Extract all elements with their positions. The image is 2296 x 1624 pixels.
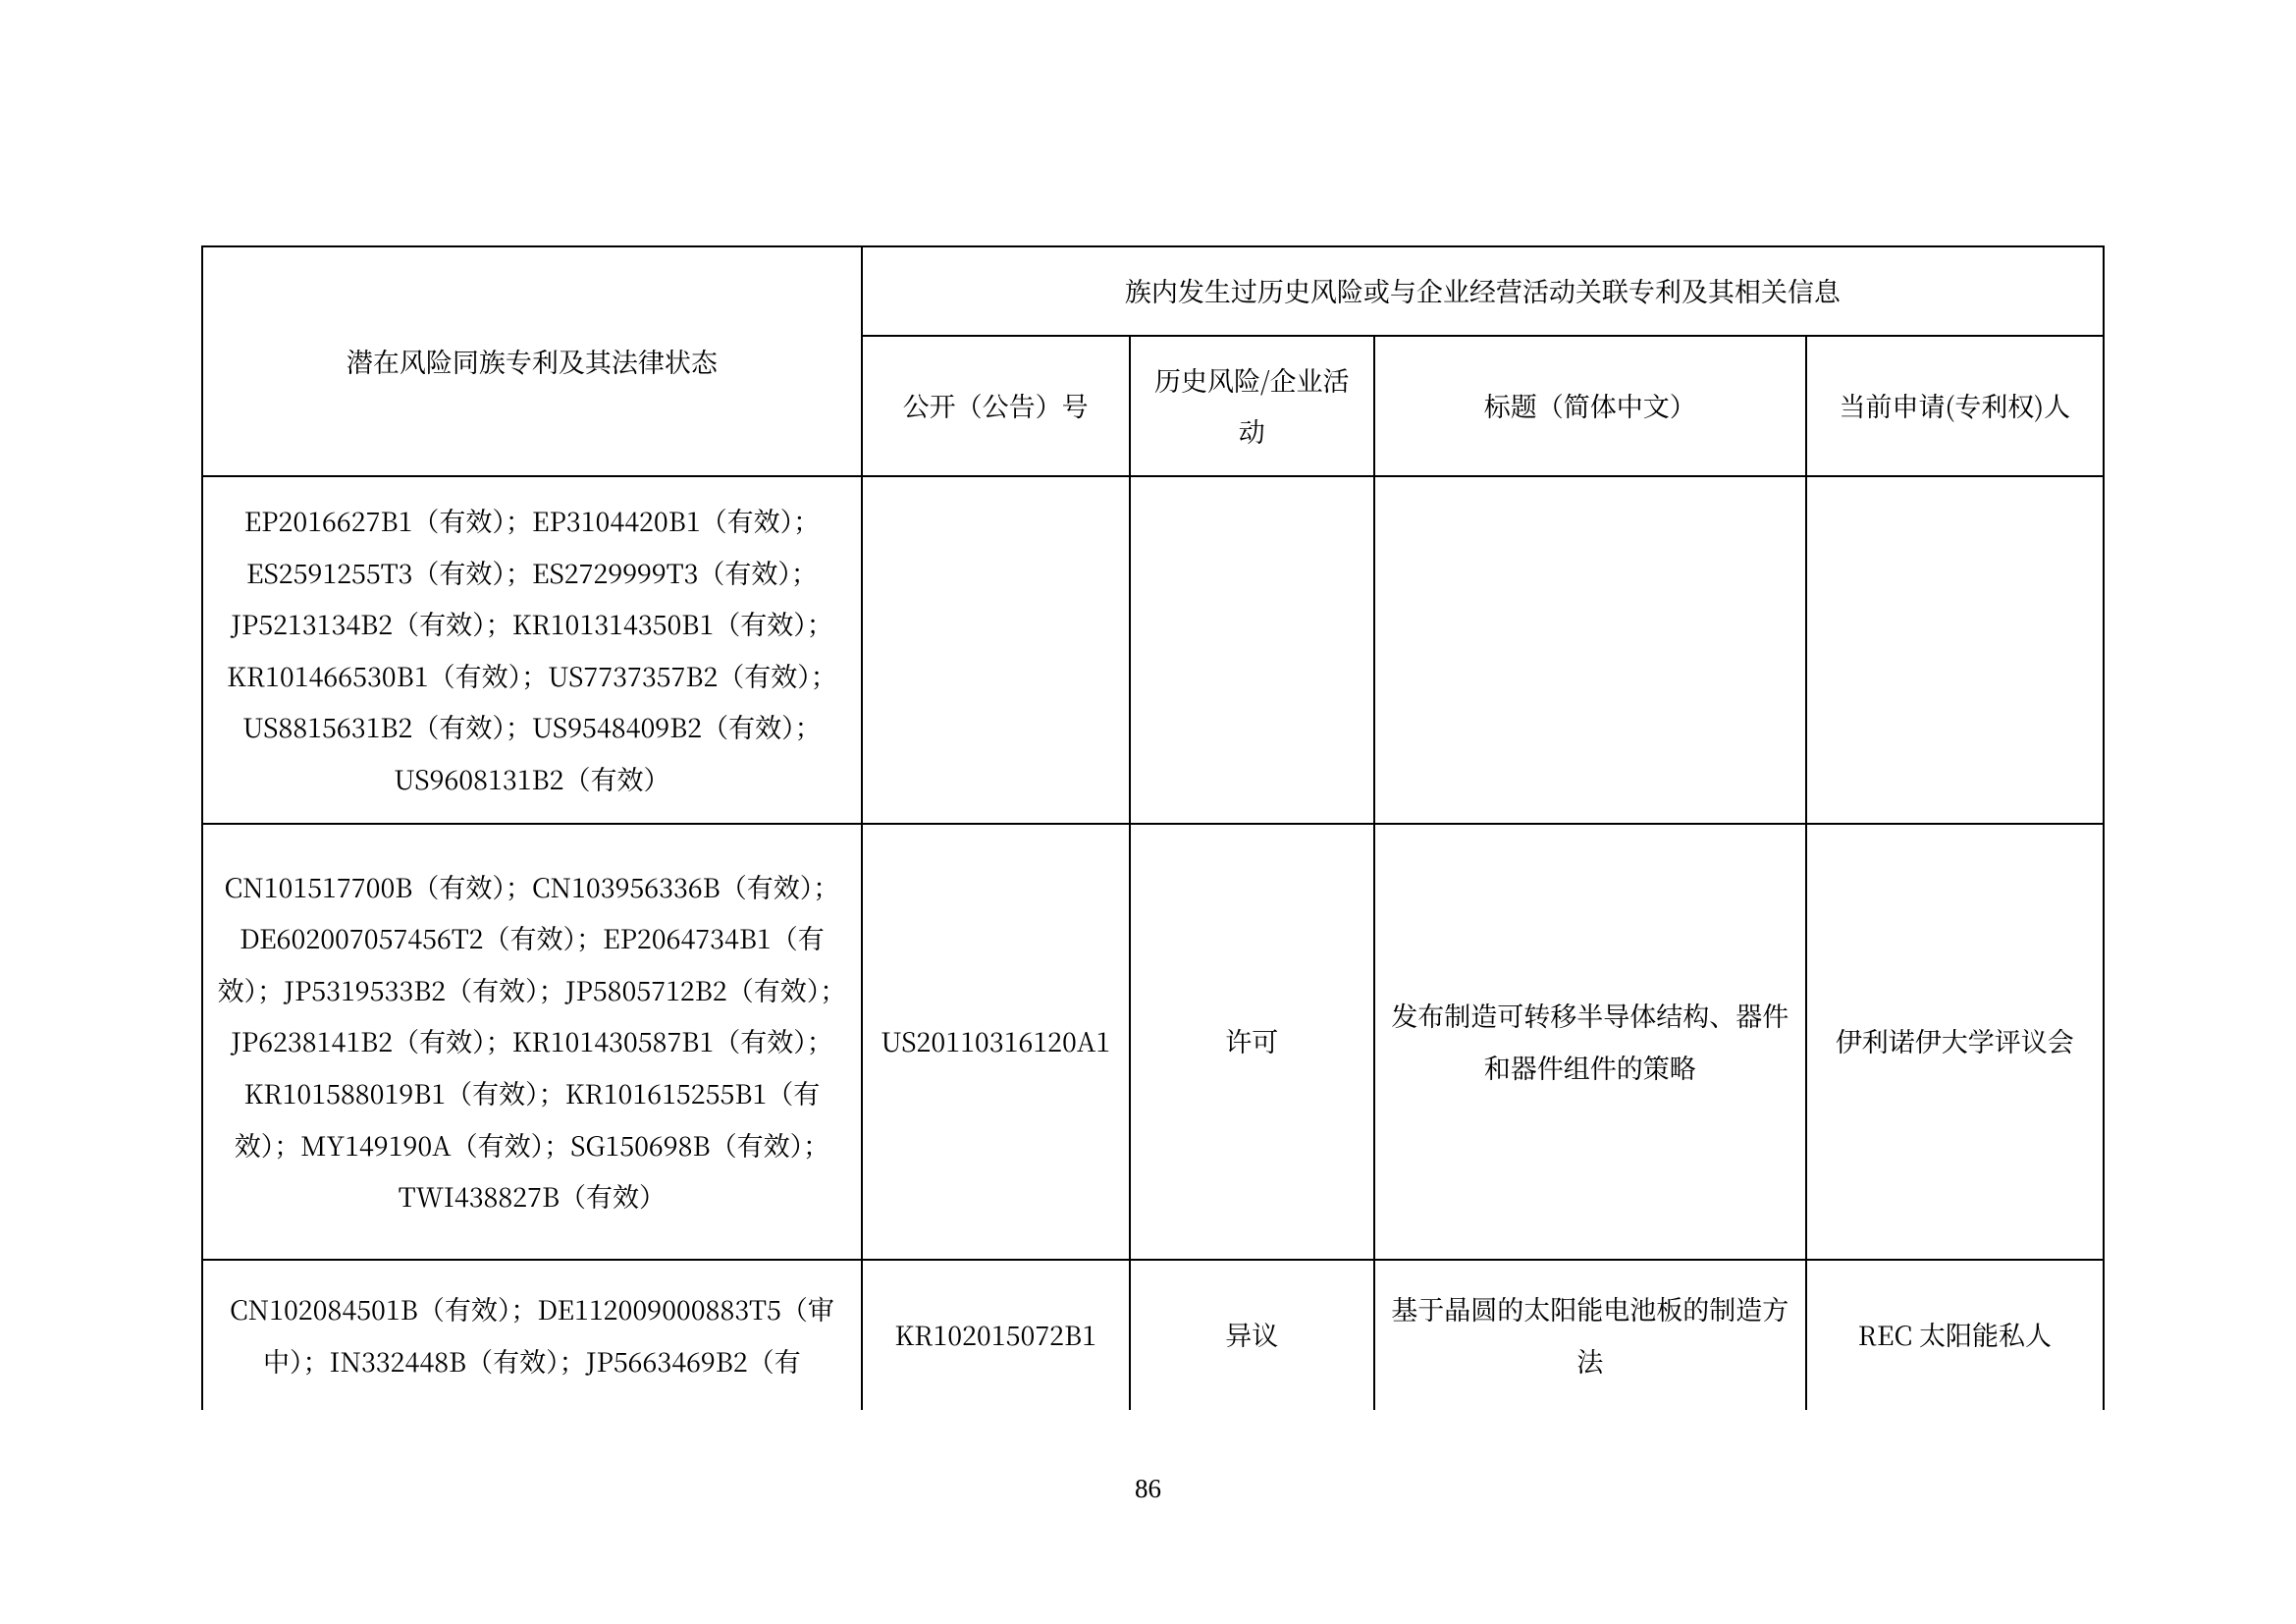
- header-potential-risk-patents: 潜在风险同族专利及其法律状态: [202, 246, 862, 476]
- page-number: 86: [0, 1474, 2296, 1504]
- table-row: CN101517700B（有效）；CN103956336B（有效）；DE6020…: [202, 824, 2104, 1260]
- cell-risk-activity: 许可: [1130, 824, 1374, 1260]
- cell-risk-activity: [1130, 476, 1374, 824]
- cell-patents: CN101517700B（有效）；CN103956336B（有效）；DE6020…: [202, 824, 862, 1260]
- document-page: 潜在风险同族专利及其法律状态 族内发生过历史风险或与企业经营活动关联专利及其相关…: [0, 0, 2296, 1624]
- cell-title-cn: 基于晶圆的太阳能电池板的制造方法: [1374, 1260, 1806, 1410]
- cell-title-cn: [1374, 476, 1806, 824]
- cell-publication-number: KR102015072B1: [862, 1260, 1130, 1410]
- header-group-related-info: 族内发生过历史风险或与企业经营活动关联专利及其相关信息: [862, 246, 2104, 336]
- header-title-cn: 标题（简体中文）: [1374, 336, 1806, 476]
- table-row: CN102084501B（有效）；DE112009000883T5（审中）；IN…: [202, 1260, 2104, 1410]
- header-risk-activity: 历史风险/企业活动: [1130, 336, 1374, 476]
- cell-patents: EP2016627B1（有效）；EP3104420B1（有效）；ES259125…: [202, 476, 862, 824]
- patent-risk-table: 潜在风险同族专利及其法律状态 族内发生过历史风险或与企业经营活动关联专利及其相关…: [201, 245, 2105, 1410]
- cell-current-owner: 伊利诺伊大学评议会: [1806, 824, 2104, 1260]
- header-current-owner: 当前申请(专利权)人: [1806, 336, 2104, 476]
- table-header-row-1: 潜在风险同族专利及其法律状态 族内发生过历史风险或与企业经营活动关联专利及其相关…: [202, 246, 2104, 336]
- cell-publication-number: [862, 476, 1130, 824]
- cell-risk-activity: 异议: [1130, 1260, 1374, 1410]
- cell-patents: CN102084501B（有效）；DE112009000883T5（审中）；IN…: [202, 1260, 862, 1410]
- cell-current-owner: [1806, 476, 2104, 824]
- cell-title-cn: 发布制造可转移半导体结构、器件和器件组件的策略: [1374, 824, 1806, 1260]
- cell-current-owner: REC 太阳能私人: [1806, 1260, 2104, 1410]
- table-row: EP2016627B1（有效）；EP3104420B1（有效）；ES259125…: [202, 476, 2104, 824]
- cell-publication-number: US20110316120A1: [862, 824, 1130, 1260]
- header-publication-number: 公开（公告）号: [862, 336, 1130, 476]
